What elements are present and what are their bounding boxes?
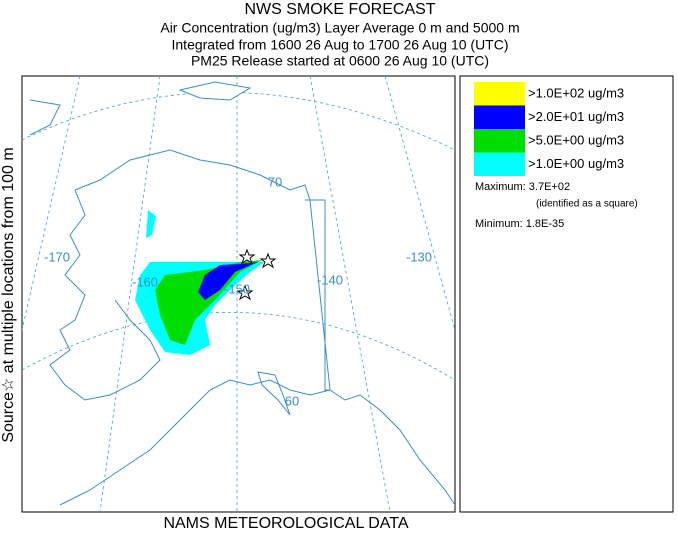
border <box>305 199 330 391</box>
subtitle: Integrated from 1600 26 Aug to 1700 26 A… <box>172 37 509 53</box>
map-label: -160 <box>132 274 158 289</box>
legend-label: >1.0E+00 ug/m3 <box>528 156 624 171</box>
maximum: Maximum: 3.7E+02 <box>475 181 570 193</box>
source-marker <box>238 248 256 265</box>
plume <box>198 262 258 300</box>
plume <box>155 260 262 345</box>
grid-line <box>309 76 391 512</box>
map-label: 60 <box>285 393 299 408</box>
legend-label: >5.0E+00 ug/m3 <box>528 132 624 147</box>
map: 70 -170 -160 -150 -140 -130 60 <box>22 76 455 512</box>
coastline <box>29 99 455 506</box>
side-label: Source☆ at multiple locations from 100 m <box>0 147 17 442</box>
legend-label: >1.0E+02 ug/m3 <box>528 85 624 100</box>
map-label: 70 <box>268 174 282 189</box>
plume <box>257 371 291 416</box>
grid-line <box>99 76 161 512</box>
subtitle: Air Concentration (ug/m3) Layer Average … <box>160 20 519 36</box>
legend-label: >2.0E+01 ug/m3 <box>528 109 624 124</box>
minimum: Minimum: 1.8E-35 <box>475 218 564 230</box>
map-label: -150 <box>224 281 250 296</box>
map-frame <box>21 75 456 513</box>
grid-line <box>22 312 455 381</box>
map-label: -130 <box>406 249 432 264</box>
maximum-note: (identified as a square) <box>536 199 638 210</box>
legend-swatch <box>474 129 525 153</box>
subtitle: PM25 Release started at 0600 26 Aug 10 (… <box>191 53 489 69</box>
footer: NAMS METEOROLOGICAL DATA <box>163 515 408 532</box>
legend-swatch <box>474 152 525 176</box>
legend-box <box>459 75 674 513</box>
grid-line <box>22 76 81 331</box>
map-label: -170 <box>44 249 70 264</box>
source-marker <box>236 284 254 301</box>
coastline <box>178 81 252 101</box>
grid-line <box>22 92 455 151</box>
grid-line <box>384 76 455 331</box>
title: NWS SMOKE FORECAST <box>244 1 435 18</box>
legend-swatch <box>474 105 525 129</box>
plume <box>146 210 156 238</box>
source-marker <box>259 252 277 269</box>
legend-swatch <box>474 82 525 106</box>
map-label: -140 <box>317 272 343 287</box>
